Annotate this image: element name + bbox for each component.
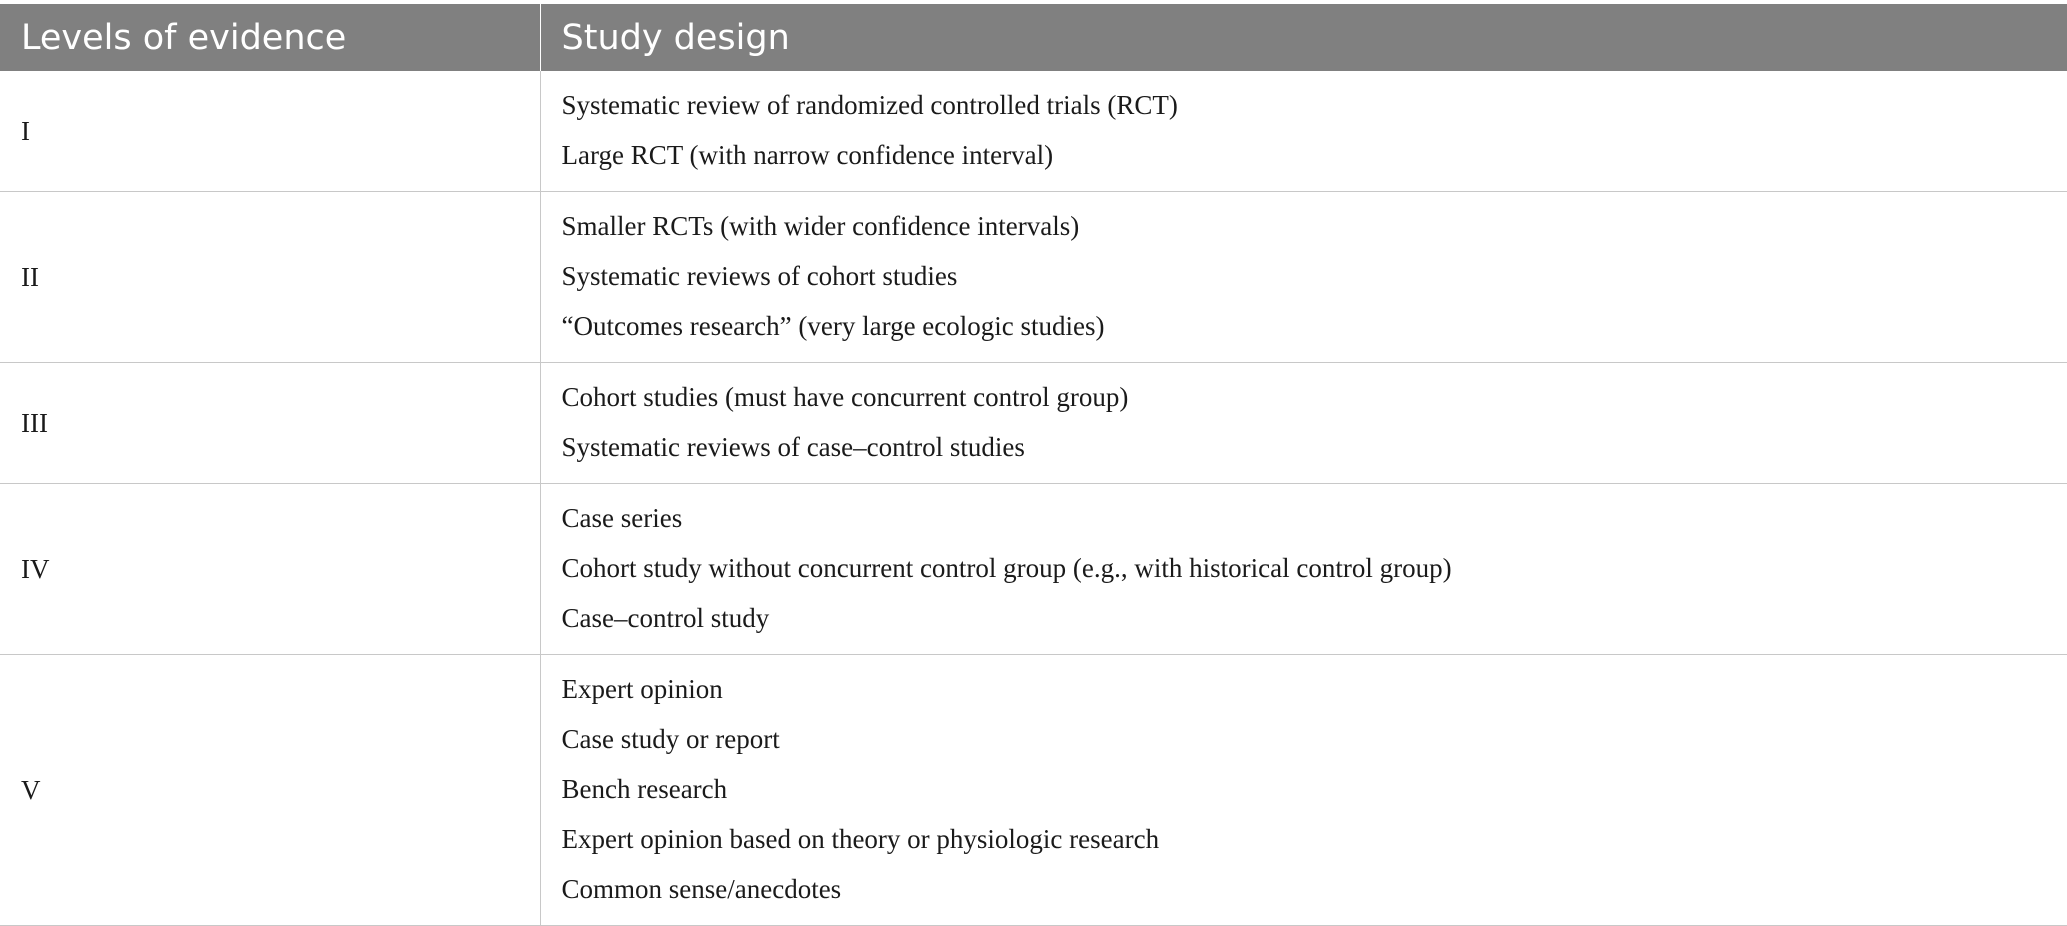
level-cell: II [0,192,540,363]
study-design-cell: Cohort studies (must have concurrent con… [540,363,2067,484]
study-design-item: Expert opinion based on theory or physio… [562,814,2067,864]
study-design-item: Systematic reviews of case–control studi… [562,422,2067,472]
study-design-cell: Systematic review of randomized controll… [540,71,2067,192]
study-design-item: Cohort studies (must have concurrent con… [562,372,2067,422]
level-cell: I [0,71,540,192]
study-design-item: Bench research [562,764,2067,814]
evidence-levels-table: Levels of evidence Study design I Systema… [0,4,2067,926]
study-design-item: Common sense/anecdotes [562,864,2067,914]
study-design-item: Case–control study [562,593,2067,643]
table-row: II Smaller RCTs (with wider confidence in… [0,192,2067,363]
table-body: I Systematic review of randomized control… [0,71,2067,926]
study-design-item: “Outcomes research” (very large ecologic… [562,301,2067,351]
header-study-design: Study design [540,4,2067,71]
level-cell: IV [0,484,540,655]
study-design-item: Systematic reviews of cohort studies [562,251,2067,301]
header-levels-of-evidence: Levels of evidence [0,4,540,71]
study-design-item: Expert opinion [562,664,2067,714]
table-row: I Systematic review of randomized control… [0,71,2067,192]
level-cell: III [0,363,540,484]
study-design-cell: Smaller RCTs (with wider confidence inte… [540,192,2067,363]
study-design-item: Case series [562,493,2067,543]
study-design-item: Large RCT (with narrow confidence interv… [562,130,2067,180]
study-design-item: Cohort study without concurrent control … [562,543,2067,593]
table-header: Levels of evidence Study design [0,4,2067,71]
study-design-item: Systematic review of randomized controll… [562,80,2067,130]
table-row: III Cohort studies (must have concurrent … [0,363,2067,484]
level-cell: V [0,655,540,926]
header-row: Levels of evidence Study design [0,4,2067,71]
study-design-item: Smaller RCTs (with wider confidence inte… [562,201,2067,251]
study-design-item: Case study or report [562,714,2067,764]
